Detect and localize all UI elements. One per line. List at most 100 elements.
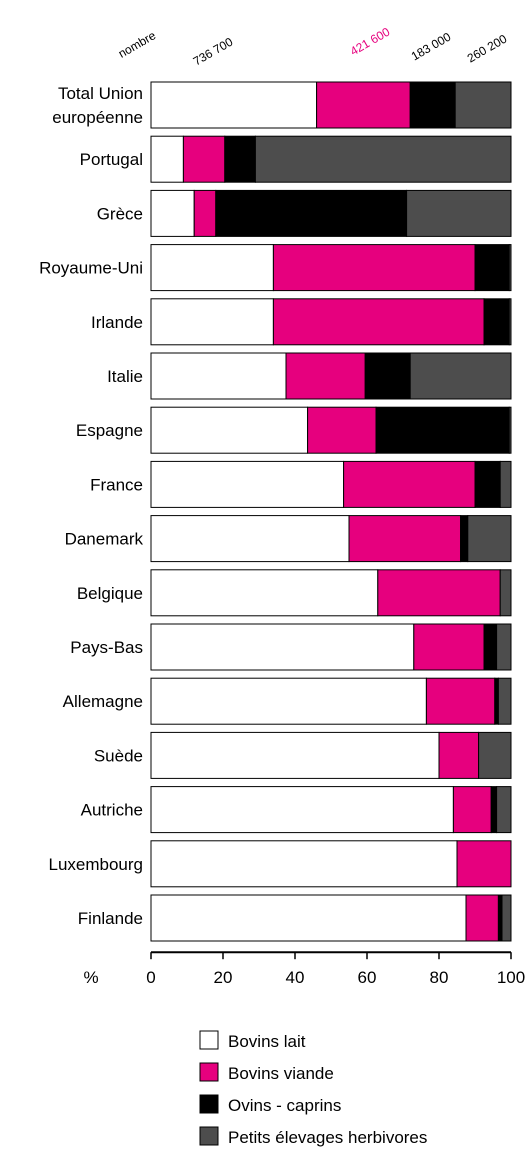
bar-segment <box>406 189 512 237</box>
bar-segment <box>474 460 501 508</box>
legend-swatch <box>199 1126 219 1146</box>
legend-swatch <box>199 1094 219 1114</box>
bar-segment <box>497 677 512 725</box>
bar-segment <box>483 623 498 671</box>
bar-segment <box>474 244 510 292</box>
bar-segment <box>508 244 512 292</box>
category-label: Espagne <box>76 421 143 440</box>
bar-segment <box>452 786 492 834</box>
bar-segment <box>150 406 309 454</box>
legend-swatch <box>199 1062 219 1082</box>
bar-segment <box>150 731 440 779</box>
bar-segment <box>150 135 184 183</box>
category-label: Irlande <box>91 313 143 332</box>
bar-segment <box>496 786 512 834</box>
bar-segment <box>496 623 512 671</box>
column-header-label: 260 200 <box>465 31 510 65</box>
bar-segment <box>272 244 476 292</box>
bar-segment <box>343 460 476 508</box>
bar-segment <box>409 352 512 400</box>
legend-label: Petits élevages herbivores <box>228 1128 427 1147</box>
bar-segment <box>150 189 195 237</box>
bar-segment <box>454 81 512 129</box>
bar-segment <box>150 81 318 129</box>
bar-segment <box>460 515 469 563</box>
bar-segment <box>438 731 480 779</box>
column-header-label: 736 700 <box>191 34 236 68</box>
bar-segment <box>478 731 512 779</box>
x-tick-label: 60 <box>358 968 377 987</box>
bar-segment <box>494 677 499 725</box>
bar-segment <box>508 298 512 346</box>
bar-segment <box>285 352 366 400</box>
column-header-labels: nombre 736 700 421 600 183 000 260 200 <box>116 24 510 68</box>
bar-segment <box>467 515 512 563</box>
category-label: Portugal <box>80 150 143 169</box>
bar-segment <box>150 460 345 508</box>
bar-segment <box>193 189 217 237</box>
bar-segment <box>348 515 462 563</box>
bar-segment <box>272 298 485 346</box>
column-header-label: 183 000 <box>409 29 454 63</box>
bar-segment <box>150 569 379 617</box>
x-tick-label: 100 <box>497 968 525 987</box>
category-label: Grèce <box>97 204 143 223</box>
category-label: Danemark <box>65 530 144 549</box>
bar-segment <box>364 352 411 400</box>
category-label: Total Union <box>58 84 143 103</box>
category-label: France <box>90 475 143 494</box>
category-label: Finlande <box>78 909 143 928</box>
bar-segment <box>490 786 498 834</box>
bar-segment <box>150 623 415 671</box>
category-label: Autriche <box>81 801 143 820</box>
bar-segment <box>307 406 377 454</box>
bar-segment <box>150 894 467 942</box>
legend-label: Ovins - caprins <box>228 1096 341 1115</box>
column-header-label: 421 600 <box>348 24 393 58</box>
bar-segment <box>425 677 496 725</box>
category-label: Royaume-Uni <box>39 259 143 278</box>
bar-segment <box>499 460 512 508</box>
bars-area <box>150 81 512 942</box>
x-tick-label: 40 <box>286 968 305 987</box>
x-tick-label: 80 <box>430 968 449 987</box>
bar-segment <box>413 623 485 671</box>
bar-segment <box>508 406 512 454</box>
bar-segment <box>254 135 512 183</box>
category-label: Allemagne <box>63 692 143 711</box>
category-label: Italie <box>107 367 143 386</box>
category-label: Belgique <box>77 584 143 603</box>
bar-segment <box>483 298 510 346</box>
category-label: Luxembourg <box>48 855 143 874</box>
bar-segment <box>456 840 512 888</box>
x-tick-label: 20 <box>214 968 233 987</box>
bar-segment <box>465 894 499 942</box>
bar-segment <box>316 81 411 129</box>
category-label: Suède <box>94 746 143 765</box>
bar-segment <box>150 244 274 292</box>
bar-segment <box>182 135 226 183</box>
bar-segment <box>150 840 458 888</box>
category-label: Pays-Bas <box>70 638 143 657</box>
column-header-label: nombre <box>116 28 159 61</box>
bar-segment <box>497 894 503 942</box>
x-axis-label: % <box>83 968 98 987</box>
bar-segment <box>499 569 512 617</box>
legend-label: Bovins viande <box>228 1064 334 1083</box>
bar-segment <box>150 677 427 725</box>
bar-segment <box>375 406 510 454</box>
bar-segment <box>409 81 456 129</box>
bar-segment <box>224 135 256 183</box>
category-labels: Total Union européenne Portugal Grèce Royaum… <box>39 84 143 928</box>
bar-segment <box>215 189 408 237</box>
category-label: européenne <box>52 108 143 127</box>
bar-segment <box>150 352 287 400</box>
legend-label: Bovins lait <box>228 1032 306 1051</box>
x-tick-label: 0 <box>146 968 155 987</box>
bar-segment <box>150 298 274 346</box>
legend: Bovins lait Bovins viande Ovins - caprins P… <box>199 1030 427 1147</box>
bar-segment <box>150 786 454 834</box>
legend-swatch <box>199 1030 219 1050</box>
x-axis: 0 20 40 60 80 100% <box>83 951 525 987</box>
